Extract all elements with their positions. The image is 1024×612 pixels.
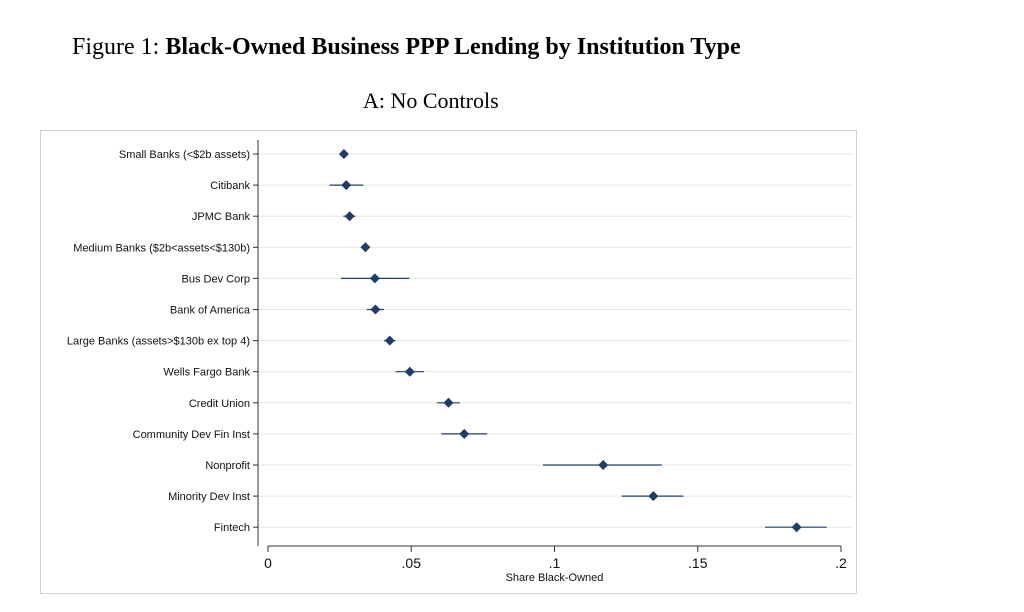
x-tick-label: .05 [402,555,422,571]
x-tick-label: .2 [835,555,847,571]
category-label: Large Banks (assets>$130b ex top 4) [67,336,250,348]
estimate-marker [360,242,371,253]
estimate-marker [341,180,352,191]
x-tick-label: 0 [264,555,272,571]
estimate-marker [598,460,609,470]
estimate-marker [344,211,355,222]
category-label: Nonprofit [205,460,250,472]
estimate-marker [404,366,415,377]
plot-frame [40,130,857,594]
estimate-marker [384,335,395,346]
category-label: Medium Banks ($2b<assets<$130b) [73,242,250,254]
category-label: Community Dev Fin Inst [133,429,250,441]
figure-title-text: Black-Owned Business PPP Lending by Inst… [165,34,741,60]
category-label: Wells Fargo Bank [163,367,250,379]
estimate-marker [648,491,659,502]
category-label: Minority Dev Inst [168,491,250,503]
estimate-marker [443,397,454,408]
estimate-marker [370,304,381,315]
x-tick-label: .15 [688,555,708,571]
category-label: Bus Dev Corp [182,273,250,285]
category-label: Credit Union [189,398,250,410]
category-label: JPMC Bank [192,211,251,223]
estimate-marker [459,428,470,439]
category-label: Citibank [210,180,250,192]
figure-title: Figure 1: Black-Owned Business PPP Lendi… [72,34,741,61]
x-tick-label: .1 [549,555,561,571]
panel-title: A: No Controls [363,88,499,113]
estimate-marker [369,273,380,284]
estimate-marker [338,149,349,159]
category-label: Bank of America [170,305,251,317]
figure-number: Figure 1: [72,34,166,60]
category-label: Fintech [214,522,250,534]
estimate-marker [791,522,802,533]
x-axis-title: Share Black-Owned [506,572,604,584]
category-label: Small Banks (<$2b assets) [119,149,250,161]
